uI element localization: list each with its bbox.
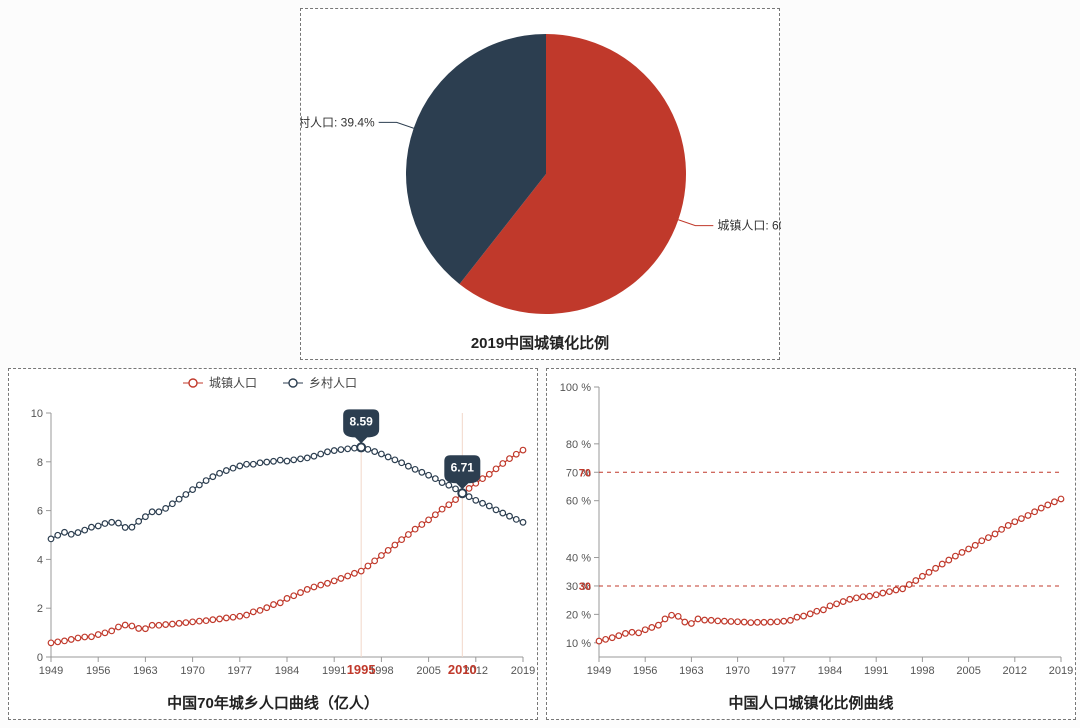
svg-text:城镇人口: 城镇人口 (209, 376, 257, 390)
year-mark: 1995 (347, 662, 376, 677)
ratio-title: 中国人口城镇化比例曲线 (547, 692, 1075, 713)
svg-text:100 %: 100 % (560, 382, 591, 394)
year-mark: 2010 (448, 662, 477, 677)
svg-text:6.71: 6.71 (451, 460, 475, 474)
svg-text:2005: 2005 (956, 665, 980, 677)
svg-text:1970: 1970 (725, 665, 749, 677)
svg-text:8: 8 (37, 457, 43, 469)
svg-text:20 %: 20 % (566, 609, 591, 621)
svg-text:1970: 1970 (180, 665, 204, 677)
svg-text:1956: 1956 (633, 665, 657, 677)
svg-text:1956: 1956 (86, 665, 110, 677)
urbanization-ratio-chart: 1949 1956 1963 1970 1977 1984 1991 1998 2005 2012… (547, 369, 1075, 695)
svg-text:60 %: 60 % (566, 496, 591, 508)
legend: 城镇人口 乡村人口 (183, 376, 357, 390)
callout: 8.59 (343, 409, 379, 451)
svg-text:乡村人口: 乡村人口 (309, 376, 357, 390)
svg-text:1963: 1963 (679, 665, 703, 677)
svg-text:1963: 1963 (133, 665, 157, 677)
svg-text:1984: 1984 (818, 665, 842, 677)
svg-text:1977: 1977 (228, 665, 252, 677)
ref-label: 70 (579, 467, 591, 479)
svg-text:10: 10 (31, 408, 43, 420)
svg-text:1949: 1949 (39, 665, 63, 677)
svg-text:40 %: 40 % (566, 553, 591, 565)
pie-panel: 城镇人口: 60.6% 乡村人口: 39.4% 2019中国城镇化比例 (300, 8, 780, 360)
pie-chart: 城镇人口: 60.6% 乡村人口: 39.4% (301, 9, 781, 335)
pie-label: 城镇人口: 60.6% (717, 219, 781, 233)
svg-text:1949: 1949 (587, 665, 611, 677)
svg-text:2019: 2019 (511, 665, 535, 677)
svg-text:1984: 1984 (275, 665, 299, 677)
pie-label: 乡村人口: 39.4% (301, 115, 375, 129)
svg-text:1977: 1977 (772, 665, 796, 677)
callout: 6.71 (444, 455, 480, 497)
svg-text:0: 0 (37, 652, 43, 664)
line-title: 中国70年城乡人口曲线（亿人） (9, 692, 537, 713)
svg-text:1991: 1991 (322, 665, 346, 677)
svg-text:6: 6 (37, 506, 43, 518)
population-line-chart: 1949195619631970197719841991199820052012… (9, 369, 537, 695)
svg-text:1991: 1991 (864, 665, 888, 677)
svg-text:1998: 1998 (910, 665, 934, 677)
svg-text:80 %: 80 % (566, 439, 591, 451)
svg-text:4: 4 (37, 554, 43, 566)
line-panel: 1949195619631970197719841991199820052012… (8, 368, 538, 720)
ref-label: 30 (579, 581, 591, 593)
ratio-panel: 1949 1956 1963 1970 1977 1984 1991 1998 2005 2012… (546, 368, 1076, 720)
svg-text:2012: 2012 (1003, 665, 1027, 677)
svg-text:2005: 2005 (416, 665, 440, 677)
svg-text:10 %: 10 % (566, 638, 591, 650)
svg-text:2019: 2019 (1049, 665, 1073, 677)
svg-text:2: 2 (37, 603, 43, 615)
pie-title: 2019中国城镇化比例 (301, 332, 779, 353)
svg-text:8.59: 8.59 (349, 414, 373, 428)
